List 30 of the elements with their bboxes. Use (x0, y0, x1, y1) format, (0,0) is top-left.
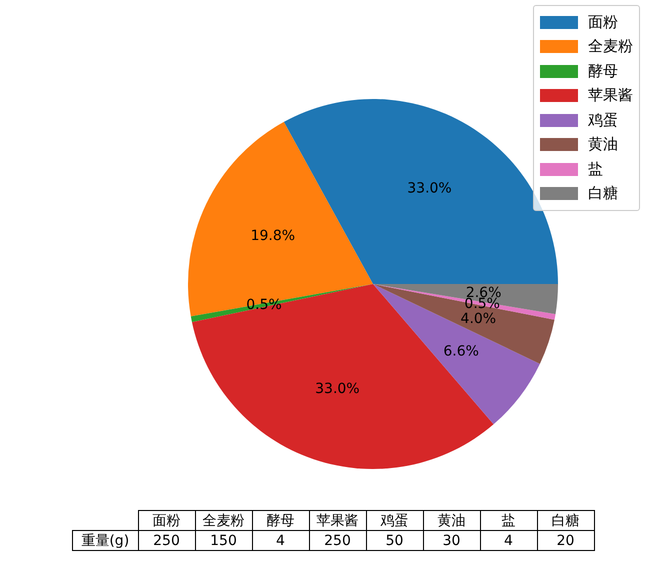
category-label: 酵母 (266, 512, 294, 528)
category-label: 鸡蛋 (380, 512, 408, 528)
legend-label: 鸡蛋 (588, 110, 618, 130)
text: 30 (423, 530, 480, 550)
legend-label: 面粉 (588, 12, 618, 32)
slice-label: 苹果酱 (309, 510, 366, 530)
data-label: 6.6% (443, 343, 479, 360)
category-label: 面粉 (152, 512, 180, 528)
text: 150 (195, 530, 252, 550)
category-label: 白糖 (552, 512, 580, 528)
legend-label: 酵母 (588, 62, 618, 81)
text: 20 (537, 530, 594, 550)
legend-label: 盐 (588, 160, 603, 179)
text: 50 (366, 530, 423, 550)
text: 4 (252, 530, 309, 550)
category-label: 全麦粉 (202, 512, 244, 528)
data-label: 33.0% (315, 381, 360, 398)
category-label: 黄油 (438, 512, 466, 528)
legend-label: 黄油 (588, 135, 618, 154)
legend-label: 白糖 (588, 184, 618, 204)
text: 250 (138, 530, 195, 550)
legend-label: 全麦粉 (588, 37, 633, 56)
text: 重量(g) (72, 530, 138, 550)
data-label: 4.0% (460, 310, 496, 327)
legend-label: 苹果酱 (588, 86, 633, 106)
text: 250 (309, 530, 366, 550)
data-label: 19.8% (250, 228, 296, 244)
category-label: 盐 (502, 512, 516, 528)
data-label: 33.0% (407, 180, 452, 196)
text: 4 (480, 530, 537, 550)
